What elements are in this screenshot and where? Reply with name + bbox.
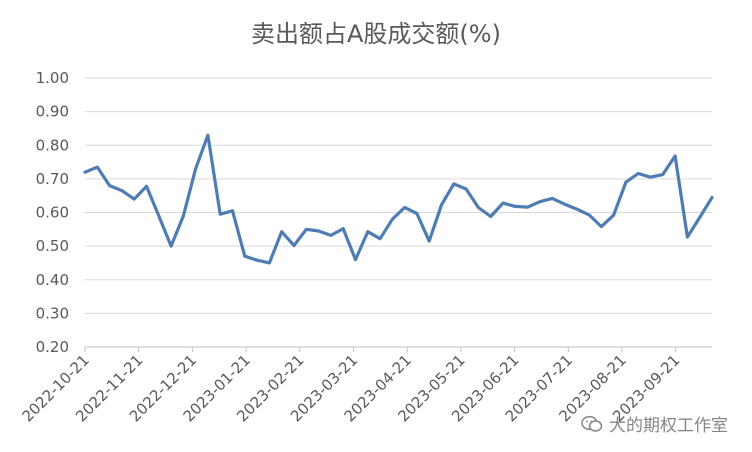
y-tick-label: 0.20 <box>36 338 69 356</box>
wechat-icon <box>581 415 603 432</box>
y-tick-label: 0.30 <box>36 304 69 322</box>
y-tick-label: 1.00 <box>36 69 69 87</box>
y-tick-label: 0.90 <box>36 103 69 121</box>
y-tick-label: 0.80 <box>36 136 69 154</box>
chart-title: 卖出额占A股成交额(%) <box>251 20 501 48</box>
y-tick-label: 0.60 <box>36 204 69 222</box>
y-tick-label: 0.40 <box>36 271 69 289</box>
watermark: 大的期权工作室 <box>581 411 728 436</box>
series-line <box>83 133 714 265</box>
y-tick-label: 0.50 <box>36 237 69 255</box>
watermark-text: 大的期权工作室 <box>609 416 728 436</box>
y-tick-label: 0.70 <box>36 170 69 188</box>
